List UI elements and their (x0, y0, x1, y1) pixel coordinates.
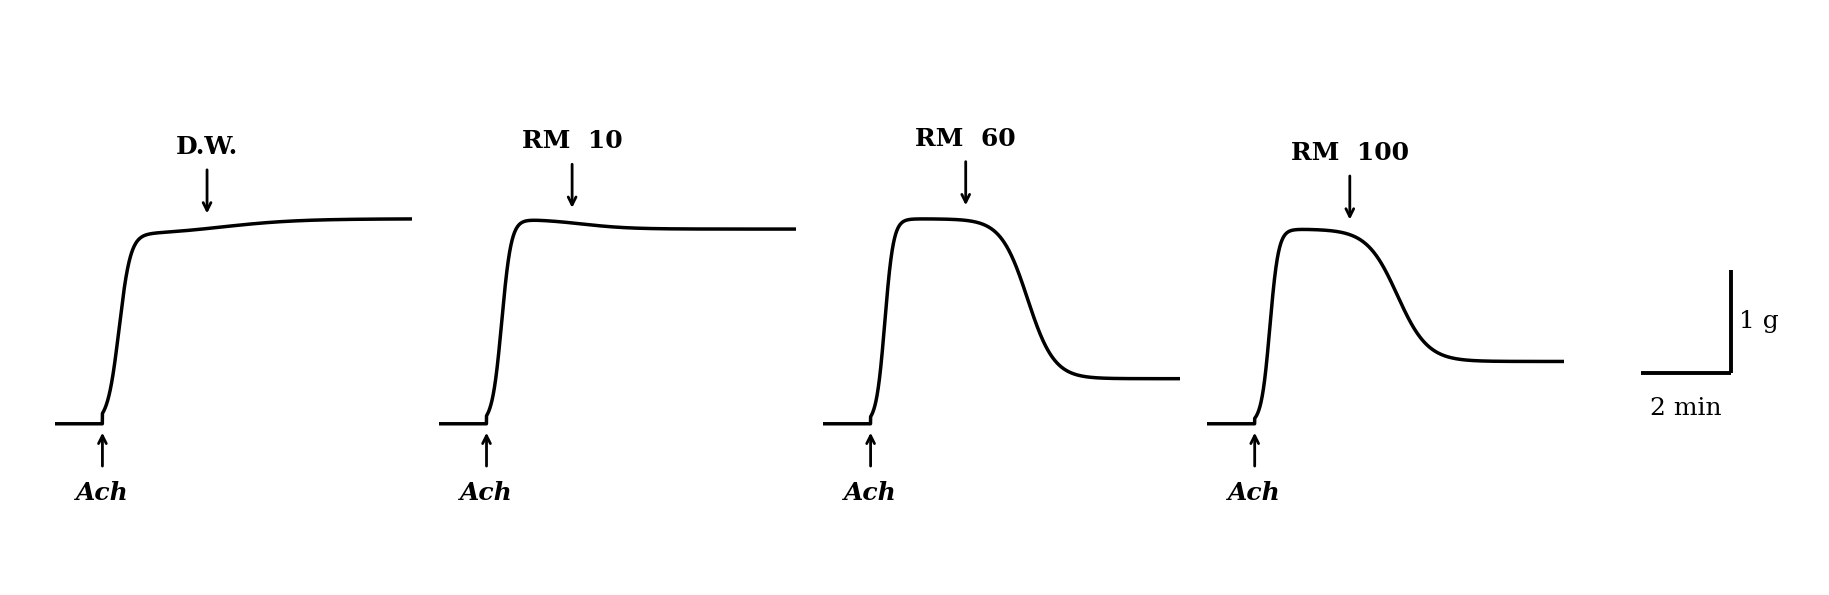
Text: Ach: Ach (845, 481, 896, 505)
Text: Ach: Ach (77, 481, 128, 505)
Text: RM  100: RM 100 (1291, 141, 1408, 165)
Text: D.W.: D.W. (176, 135, 238, 159)
Text: 1 g: 1 g (1739, 310, 1780, 333)
Text: RM  60: RM 60 (914, 127, 1017, 151)
Text: 2 min: 2 min (1650, 397, 1721, 420)
Text: RM  10: RM 10 (521, 129, 622, 154)
Text: Ach: Ach (461, 481, 512, 505)
Text: Ach: Ach (1229, 481, 1280, 505)
